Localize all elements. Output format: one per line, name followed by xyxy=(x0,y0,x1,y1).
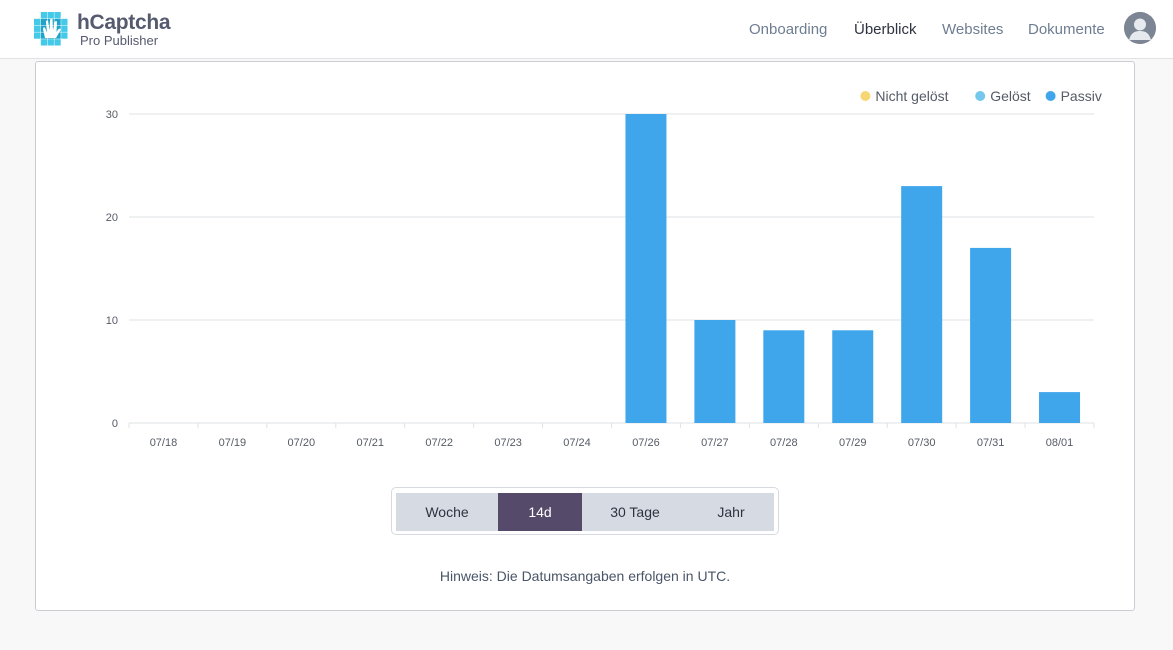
logo-mosaic-tile xyxy=(40,12,48,19)
x-tick-label: 07/18 xyxy=(150,437,178,449)
activity-bar-chart: 0 10 20 30 07/18 07/19 07/20 07/21 07/22 07/23 07/… xyxy=(106,88,1102,449)
logo-mosaic-tile xyxy=(54,18,61,26)
bar-passiv-07-26[interactable] xyxy=(625,114,667,423)
nav-websites[interactable]: Websites xyxy=(942,21,1004,38)
logo-hand-glyph xyxy=(43,18,61,38)
logo-mosaic-tile xyxy=(40,32,48,39)
logo-mosaic-tile xyxy=(54,32,61,39)
nav-dokumente[interactable]: Dokumente xyxy=(1028,21,1105,38)
legend-item[interactable]: Nicht gelöst xyxy=(860,88,949,104)
logo-mosaic-tile xyxy=(40,18,48,26)
x-tick-label: 08/01 xyxy=(1046,437,1074,449)
bar-passiv-07-30[interactable] xyxy=(901,186,943,423)
logo-mosaic-tile xyxy=(40,39,48,46)
legend-item[interactable]: Passiv xyxy=(1045,88,1102,104)
y-tick-label: 10 xyxy=(106,315,118,327)
user-silhouette-icon xyxy=(1124,12,1156,44)
logo-mosaic-tile xyxy=(34,18,41,26)
bar-passiv-07-27[interactable] xyxy=(694,320,736,423)
logo-mosaic-tile xyxy=(61,25,68,32)
logo-mosaic-tile xyxy=(47,39,54,46)
brand-name[interactable]: hCaptcha xyxy=(77,11,171,34)
logo-mosaic-tile xyxy=(34,25,41,32)
legend-label: Gelöst xyxy=(990,88,1031,104)
nav-ueberblick[interactable]: Überblick xyxy=(854,21,917,38)
y-tick-label: 30 xyxy=(106,109,118,121)
x-tick-label: 07/24 xyxy=(563,437,591,449)
range-year-button[interactable]: Jahr xyxy=(688,493,774,531)
logo-mosaic-tile xyxy=(61,32,68,39)
legend-label: Nicht gelöst xyxy=(875,88,948,104)
x-tick-label: 07/28 xyxy=(770,437,798,449)
x-tick-label: 07/29 xyxy=(839,437,867,449)
logo-mosaic-tile xyxy=(54,39,61,46)
top-navigation-bar: hCaptcha Pro Publisher Onboarding Überbl… xyxy=(0,0,1173,59)
x-tick-label: 07/27 xyxy=(701,437,729,449)
legend-item[interactable]: Gelöst xyxy=(975,88,1031,104)
range-week-button[interactable]: Woche xyxy=(396,493,498,531)
utc-hint-text: Hinweis: Die Datumsangaben erfolgen in U… xyxy=(439,568,731,584)
x-tick-label: 07/26 xyxy=(632,437,660,449)
overview-chart-card: 0 10 20 30 07/18 07/19 07/20 07/21 07/22 07/23 07/… xyxy=(35,61,1135,611)
hcaptcha-logo-icon[interactable] xyxy=(34,12,68,46)
x-tick-label: 07/20 xyxy=(288,437,316,449)
brand-subtitle: Pro Publisher xyxy=(80,33,159,48)
legend-label: Passiv xyxy=(1061,88,1102,104)
x-tick-label: 07/19 xyxy=(219,437,247,449)
range-30-days-button[interactable]: 30 Tage xyxy=(582,493,688,531)
y-tick-label: 20 xyxy=(106,212,118,224)
logo-mosaic-tile xyxy=(34,32,41,39)
user-avatar-icon[interactable] xyxy=(1124,12,1156,44)
bar-passiv-07-29[interactable] xyxy=(832,330,874,423)
logo-mosaic-tile xyxy=(54,25,61,32)
bar-passiv-07-31[interactable] xyxy=(970,247,1012,423)
nav-onboarding[interactable]: Onboarding xyxy=(749,21,828,38)
x-tick-label: 07/23 xyxy=(494,437,522,449)
x-tick-label: 07/30 xyxy=(908,437,936,449)
x-tick-label: 07/31 xyxy=(977,437,1005,449)
x-tick-label: 07/21 xyxy=(356,437,384,449)
legend-marker xyxy=(860,91,871,101)
bar-passiv-08-01[interactable] xyxy=(1039,392,1081,423)
logo-mosaic-tile xyxy=(47,12,54,19)
legend-marker xyxy=(975,91,986,101)
x-tick-label: 07/22 xyxy=(425,437,453,449)
range-14d-button[interactable]: 14d xyxy=(498,493,582,531)
y-tick-label: 0 xyxy=(112,418,118,430)
legend-marker xyxy=(1045,91,1056,101)
logo-mosaic-tile xyxy=(54,12,61,19)
time-range-selector: Woche 14d 30 Tage Jahr xyxy=(391,487,779,535)
bar-passiv-07-28[interactable] xyxy=(763,330,805,423)
logo-mosaic-tile xyxy=(61,18,68,26)
